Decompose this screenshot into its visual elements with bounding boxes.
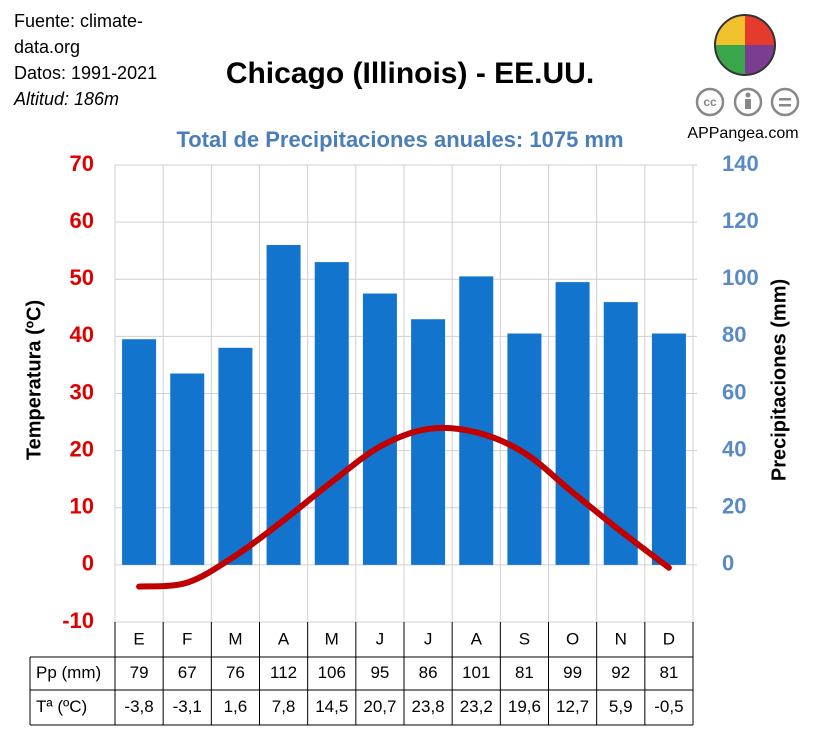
table-cell: -0,5 bbox=[654, 697, 683, 716]
table-cell: 1,6 bbox=[224, 697, 248, 716]
x-tick-label: A bbox=[471, 629, 483, 648]
bar bbox=[314, 262, 349, 565]
y-tick-label: 50 bbox=[70, 265, 94, 290]
table-cell: 92 bbox=[611, 663, 630, 682]
table-cell: 14,5 bbox=[315, 697, 348, 716]
row-label: Pp (mm) bbox=[36, 663, 101, 682]
table-cell: 81 bbox=[515, 663, 534, 682]
y2-tick-label: 120 bbox=[722, 208, 759, 233]
x-tick-label: M bbox=[325, 629, 339, 648]
site-name: APPangea.com bbox=[687, 125, 798, 142]
x-tick-label: E bbox=[133, 629, 144, 648]
source-block: Fuente: climate-data.org Datos: 1991-202… bbox=[14, 8, 172, 112]
logo: cc bbox=[695, 14, 800, 117]
chart-title: Chicago (Illinois) - EE.UU. bbox=[226, 57, 594, 90]
x-tick-label: N bbox=[615, 629, 627, 648]
x-tick-label: F bbox=[182, 629, 192, 648]
bar bbox=[362, 293, 397, 565]
source-line: Fuente: climate-data.org bbox=[14, 11, 144, 57]
y-tick-label: -10 bbox=[62, 608, 94, 633]
y-tick-label: 0 bbox=[82, 551, 94, 576]
y-tick-label: 60 bbox=[70, 208, 94, 233]
table-cell: 81 bbox=[659, 663, 678, 682]
y-tick-label: 10 bbox=[70, 494, 94, 519]
table-cell: 86 bbox=[419, 663, 438, 682]
y2-tick-label: 80 bbox=[722, 322, 746, 347]
y2-tick-label: 100 bbox=[722, 265, 759, 290]
table-cell: 95 bbox=[370, 663, 389, 682]
temperature-line bbox=[136, 424, 672, 590]
table-cell: 99 bbox=[563, 663, 582, 682]
table-cell: 5,9 bbox=[609, 697, 633, 716]
y2-tick-label: 0 bbox=[722, 551, 734, 576]
bar bbox=[459, 276, 494, 565]
y-tick-label: 30 bbox=[70, 379, 94, 404]
table-cell: 101 bbox=[462, 663, 490, 682]
y2-tick-label: 20 bbox=[722, 494, 746, 519]
x-tick-label: A bbox=[278, 629, 290, 648]
y2-axis-label: Precipitaciones (mm) bbox=[768, 279, 790, 481]
table-cell: -3,1 bbox=[173, 697, 202, 716]
bar bbox=[170, 373, 205, 565]
table-cell: -3,8 bbox=[124, 697, 153, 716]
table-cell: 112 bbox=[270, 663, 297, 682]
table-cell: 76 bbox=[226, 663, 245, 682]
y-tick-label: 20 bbox=[70, 436, 94, 461]
bar bbox=[411, 319, 446, 565]
x-tick-label: J bbox=[376, 629, 385, 648]
y2-tick-label: 140 bbox=[722, 151, 759, 176]
row-label: Tª (ºC) bbox=[36, 697, 87, 716]
x-tick-label: O bbox=[566, 629, 579, 648]
y2-tick-label: 40 bbox=[722, 436, 746, 461]
table-cell: 23,2 bbox=[460, 697, 493, 716]
x-tick-label: S bbox=[519, 629, 530, 648]
table-cell: 106 bbox=[318, 663, 346, 682]
x-tick-label: M bbox=[228, 629, 242, 648]
bar bbox=[555, 282, 590, 565]
source-line: Datos: 1991-2021 bbox=[14, 63, 158, 83]
license-icon: cc bbox=[703, 95, 717, 109]
y-tick-label: 40 bbox=[70, 322, 94, 347]
bar bbox=[122, 339, 157, 565]
table-cell: 23,8 bbox=[412, 697, 445, 716]
bar bbox=[651, 333, 686, 565]
y2-tick-label: 60 bbox=[722, 379, 746, 404]
x-tick-label: J bbox=[424, 629, 433, 648]
source-line: Altitud: 186m bbox=[14, 89, 120, 109]
table-cell: 7,8 bbox=[272, 697, 296, 716]
table-cell: 67 bbox=[178, 663, 197, 682]
table-cell: 19,6 bbox=[508, 697, 541, 716]
table-cell: 12,7 bbox=[556, 697, 589, 716]
x-tick-label: D bbox=[663, 629, 675, 648]
y-tick-label: 70 bbox=[70, 151, 94, 176]
table-cell: 20,7 bbox=[363, 697, 396, 716]
y-axis-label: Temperatura (ºC) bbox=[23, 300, 45, 460]
bar bbox=[218, 347, 253, 565]
chart-subtitle: Total de Precipitaciones anuales: 1075 m… bbox=[176, 127, 623, 152]
table-cell: 79 bbox=[130, 663, 149, 682]
